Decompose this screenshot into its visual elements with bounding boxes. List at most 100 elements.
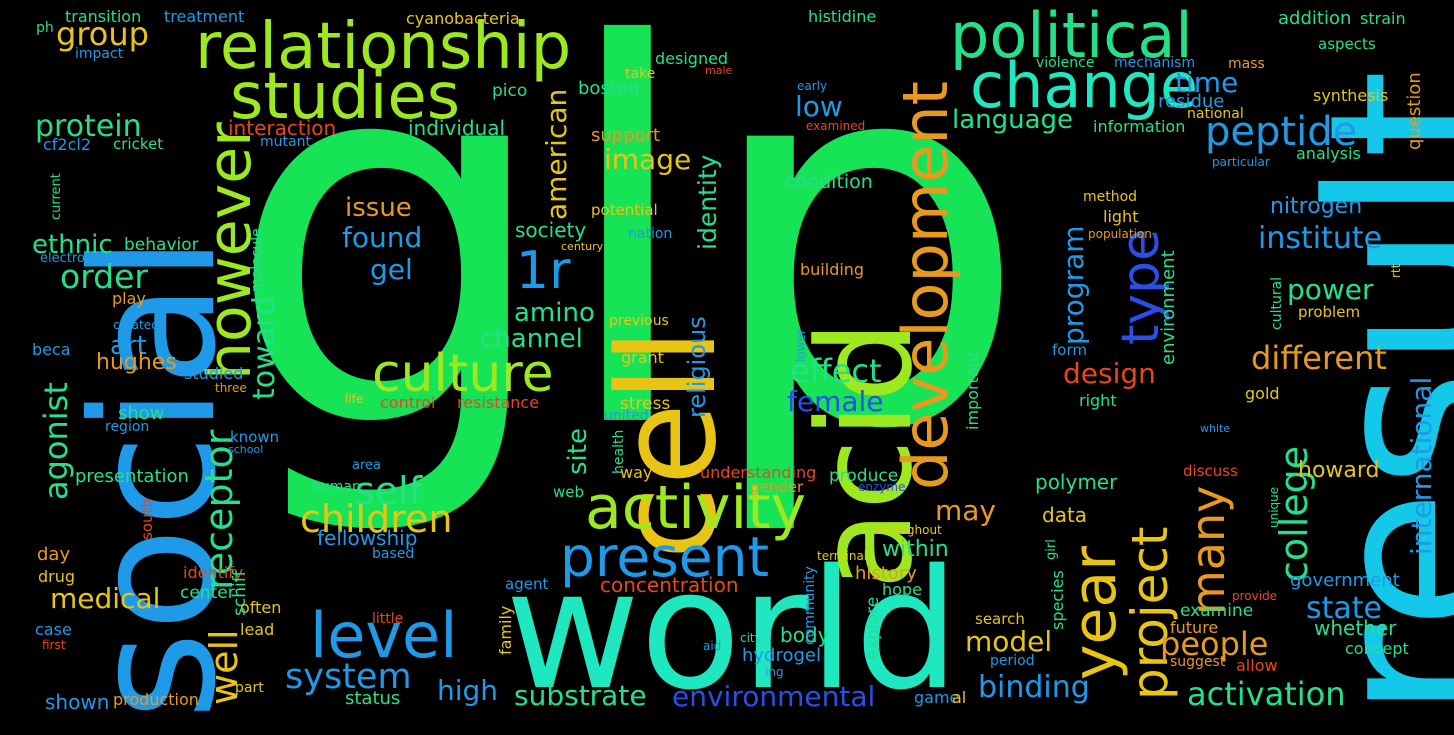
word-56: effect bbox=[790, 352, 882, 390]
word-191: girl bbox=[1044, 539, 1059, 560]
word-155: often bbox=[240, 598, 282, 617]
word-173: hope bbox=[882, 580, 922, 599]
word-49: nitrogen bbox=[1270, 194, 1363, 219]
word-32: toward bbox=[247, 296, 282, 400]
word-145: enzyme bbox=[858, 480, 906, 494]
word-77: polymer bbox=[1035, 470, 1118, 494]
word-82: allow bbox=[1236, 656, 1278, 675]
word-126: created bbox=[113, 318, 159, 332]
word-70: fellowship bbox=[317, 526, 418, 550]
word-28: agonist bbox=[37, 382, 75, 500]
word-125: molecule bbox=[249, 228, 265, 292]
word-116: impact bbox=[75, 46, 124, 62]
word-96: national bbox=[1187, 106, 1244, 122]
word-69: gel bbox=[370, 253, 413, 286]
word-162: shown bbox=[45, 690, 110, 714]
word-169: city bbox=[740, 631, 762, 645]
word-157: schiff bbox=[230, 570, 250, 616]
word-177: building bbox=[800, 260, 865, 279]
word-121: play bbox=[112, 289, 146, 308]
word-159: first bbox=[42, 638, 66, 652]
word-74: history bbox=[855, 563, 917, 584]
word-40: activation bbox=[1187, 675, 1346, 713]
word-50: program bbox=[1057, 225, 1090, 345]
word-175: lower bbox=[794, 329, 808, 362]
word-86: suggest bbox=[1170, 654, 1226, 670]
word-133: stress bbox=[620, 394, 671, 414]
word-152: drug bbox=[38, 567, 76, 586]
word-190: problem bbox=[1298, 303, 1361, 321]
word-25: protein bbox=[35, 109, 142, 144]
word-16: year bbox=[1060, 546, 1130, 680]
word-168: aid bbox=[703, 639, 722, 653]
word-172: terminal bbox=[817, 549, 868, 563]
word-160: little bbox=[372, 611, 404, 627]
word-178: previous bbox=[609, 313, 669, 329]
word-47: institute bbox=[1258, 221, 1383, 256]
word-38: environmental bbox=[672, 680, 876, 713]
word-193: search bbox=[975, 610, 1025, 628]
word-192: species bbox=[1048, 570, 1067, 630]
word-179: grant bbox=[621, 348, 664, 367]
word-115: transition bbox=[65, 7, 142, 26]
word-30: medical bbox=[50, 582, 161, 615]
word-144: produce bbox=[829, 466, 899, 486]
word-198: examined bbox=[806, 119, 866, 133]
word-71: within bbox=[882, 537, 949, 562]
word-176: important bbox=[963, 350, 982, 430]
word-199: early bbox=[797, 79, 828, 93]
word-36: high bbox=[437, 674, 499, 707]
word-91: synthesis bbox=[1313, 86, 1389, 105]
word-197: agent bbox=[505, 575, 549, 593]
word-146: gender bbox=[750, 478, 804, 496]
word-124: behavior bbox=[124, 235, 199, 255]
word-34: hughes bbox=[96, 350, 177, 375]
word-26: group bbox=[56, 15, 149, 53]
word-17: present bbox=[560, 525, 770, 589]
word-99: histidine bbox=[808, 7, 877, 26]
word-85: future bbox=[1170, 618, 1219, 637]
word-166: al bbox=[952, 688, 967, 707]
word-20: 1r bbox=[516, 241, 571, 301]
word-148: area bbox=[352, 458, 381, 473]
word-89: question bbox=[1404, 72, 1425, 150]
word-163: production bbox=[113, 690, 199, 709]
word-102: cyanobacteria bbox=[406, 9, 520, 28]
word-135: show bbox=[118, 403, 165, 424]
word-138: school bbox=[228, 443, 264, 456]
word-131: control bbox=[380, 393, 436, 412]
word-57: female bbox=[787, 385, 884, 418]
word-78: data bbox=[1042, 503, 1088, 527]
word-108: support bbox=[591, 125, 661, 146]
word-113: century bbox=[561, 240, 604, 253]
word-45: international bbox=[1405, 376, 1438, 555]
word-134: united bbox=[604, 408, 649, 424]
word-117: ph bbox=[36, 20, 54, 36]
word-52: environment bbox=[1158, 250, 1179, 365]
word-13: culture bbox=[372, 344, 554, 404]
word-132: resistance bbox=[457, 393, 540, 412]
word-81: concept bbox=[1345, 639, 1409, 658]
word-68: found bbox=[342, 221, 423, 254]
word-9: change bbox=[970, 49, 1199, 122]
word-164: status bbox=[345, 688, 401, 709]
word-0: glp bbox=[225, 0, 1030, 543]
word-185: particular bbox=[1212, 155, 1270, 169]
word-35: system bbox=[285, 657, 412, 697]
word-41: model bbox=[965, 625, 1053, 658]
word-101: violence bbox=[1036, 55, 1095, 71]
word-180: light bbox=[1103, 207, 1139, 226]
word-161: part bbox=[235, 680, 264, 696]
word-151: day bbox=[37, 544, 71, 565]
word-60: american bbox=[540, 88, 573, 220]
word-51: design bbox=[1063, 357, 1156, 390]
word-66: channel bbox=[480, 324, 583, 354]
word-149: based bbox=[372, 546, 415, 562]
word-107: male bbox=[705, 64, 733, 77]
word-72: may bbox=[935, 494, 997, 527]
word-64: society bbox=[515, 218, 587, 242]
word-97: information bbox=[1093, 117, 1186, 136]
word-154: center bbox=[180, 583, 235, 603]
word-165: game bbox=[914, 688, 960, 707]
word-122: current bbox=[49, 173, 64, 220]
